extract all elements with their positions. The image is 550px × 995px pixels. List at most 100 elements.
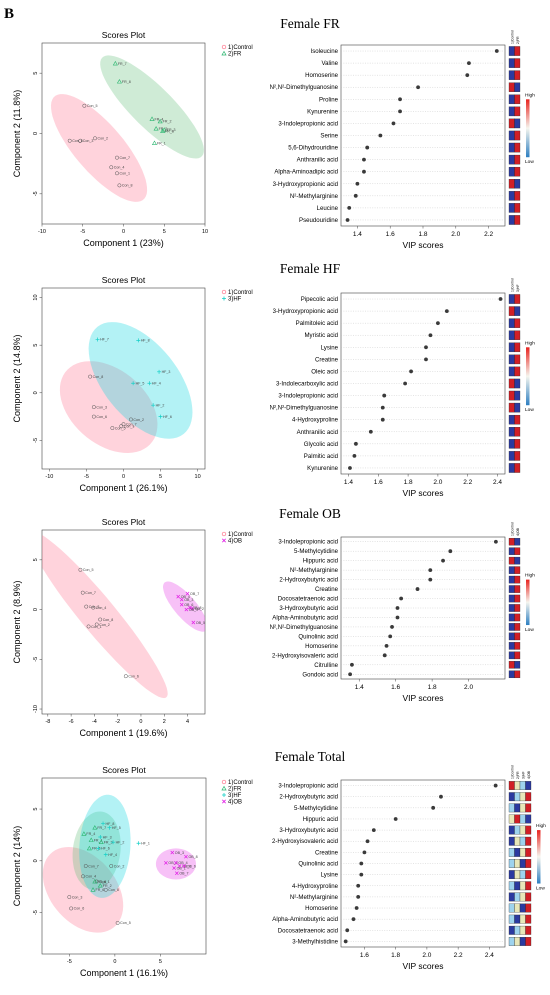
- vip-point: [436, 321, 440, 326]
- scores-point: [88, 374, 93, 379]
- heatmap-cell: [514, 661, 521, 669]
- x-tick-label: 5: [159, 959, 162, 965]
- scores-point-label: FR_3: [104, 840, 113, 844]
- x-axis-label: Component 1 (26.1%): [79, 483, 167, 493]
- scores-point: [123, 674, 128, 679]
- vip-feature-label: 3-Indolepropionic acid: [278, 120, 338, 127]
- heatmap-cell: [508, 451, 515, 461]
- vip-feature-label: 3-Hydroxypropionic acid: [273, 308, 338, 315]
- heatmap-cell: [514, 463, 521, 473]
- heatmap-cell: [525, 892, 532, 902]
- scores-point: [151, 140, 157, 145]
- heatmap-cell: [519, 925, 526, 935]
- vip-feature-label: Oleic acid: [311, 368, 338, 375]
- vip-x-axis-label: VIP scores: [403, 240, 444, 250]
- scores-point: [131, 381, 136, 386]
- heatmap-cell: [514, 881, 521, 891]
- vip-point: [388, 634, 393, 639]
- heatmap-cell: [508, 604, 515, 612]
- scores-plot-title: Scores Plot: [102, 30, 146, 40]
- scores-point-label: FR_1: [94, 838, 103, 842]
- scores-point-label: FR_2: [103, 884, 112, 888]
- scores-point-label: OB_7: [179, 872, 188, 876]
- scores-point-label: Con_6: [128, 675, 139, 679]
- heatmap-cell: [514, 366, 521, 377]
- vip-feature-label: 4-Hydroxyproline: [292, 883, 339, 890]
- scores-point-label: FR_7: [97, 826, 106, 830]
- vip-feature-label: Isoleucine: [311, 48, 339, 55]
- vip-x-tick-label: 2.0: [422, 952, 431, 959]
- vip-point: [356, 883, 361, 888]
- scores-point: [101, 821, 106, 826]
- scores-point-label: Con_1: [91, 625, 102, 629]
- heatmap-cell: [508, 661, 515, 669]
- heatmap-cell: [514, 914, 521, 924]
- heatmap-cell: [508, 632, 515, 641]
- y-tick-label: 5: [33, 808, 39, 811]
- scores-point-label: HF_2: [116, 840, 125, 844]
- vip-point: [382, 393, 387, 398]
- heatmap-cell: [519, 870, 526, 880]
- scores-point: [184, 607, 189, 612]
- scores-point-label: OB_6: [184, 603, 193, 607]
- heatmap-cell: [514, 306, 521, 316]
- heatmap-cell: [514, 585, 521, 593]
- scores-point: [98, 835, 103, 840]
- vip-x-axis-label: VIP scores: [403, 693, 444, 703]
- scores-point: [119, 424, 124, 429]
- vip-feature-label: Creatine: [315, 586, 339, 593]
- vip-point: [398, 97, 402, 102]
- vip-x-tick-label: 1.6: [391, 684, 400, 691]
- scores-point: [136, 841, 141, 846]
- confidence-ellipse: [88, 322, 193, 439]
- scores-point-label: OB_6: [187, 864, 196, 868]
- heatmap-cell: [514, 118, 521, 129]
- heatmap-cell: [514, 354, 521, 365]
- heatmap-column-label: 2)FR: [516, 771, 520, 779]
- heatmap-cell: [508, 792, 515, 802]
- heatmap-cell: [508, 903, 515, 913]
- heatmap-column-label: 4)OB: [516, 527, 520, 536]
- heatmap-cell: [514, 414, 521, 425]
- scores-point: [117, 183, 122, 188]
- scores-point: [83, 864, 88, 868]
- vip-point: [494, 49, 499, 53]
- heatmap-cell: [514, 166, 521, 177]
- y-tick-label: 5: [33, 558, 39, 561]
- scores-plot-title: Scores Plot: [102, 517, 146, 527]
- vip-feature-label: Valine: [322, 60, 339, 67]
- vip-feature-label: N²,N²-Dimethylguanosine: [270, 624, 339, 631]
- scores-point-label: Con_5: [120, 921, 131, 925]
- heatmap-cell: [514, 142, 521, 153]
- y-axis-label: Component 2 (14%): [12, 826, 22, 907]
- scores-point-label: FR_8: [122, 80, 131, 84]
- scores-point-label: FR_4: [155, 117, 164, 121]
- vip-point: [398, 109, 402, 114]
- vip-feature-label: 3-Hydroxybutyric acid: [279, 605, 338, 612]
- heatmap-cell: [508, 566, 515, 574]
- section-title: Female FR: [280, 16, 340, 31]
- confidence-ellipse: [72, 811, 121, 890]
- scores-point-label: HF_5: [136, 382, 145, 386]
- scores-point: [90, 887, 96, 892]
- heatmap-cell: [514, 294, 521, 304]
- heatmap-cell: [508, 556, 515, 565]
- heatmap-cell: [508, 82, 515, 92]
- heatmap-cell: [525, 792, 532, 802]
- scores-point-label: Con_3: [96, 405, 107, 409]
- heatmap-cell: [525, 814, 532, 824]
- scores-point: [182, 864, 186, 868]
- vip-x-tick-label: 2.0: [451, 231, 460, 238]
- vip-feature-label: 2-Hydroxybutyric acid: [279, 577, 338, 584]
- scores-point: [81, 874, 85, 879]
- x-tick-label: -5: [67, 959, 72, 965]
- x-tick-label: -5: [84, 474, 89, 480]
- heatmap-cell: [508, 439, 515, 449]
- heatmap-cell: [514, 215, 521, 225]
- vip-point: [390, 625, 394, 629]
- heatmap-cell: [519, 781, 526, 790]
- vip-feature-label: 2-Hydroxybutyric acid: [279, 794, 338, 801]
- scores-point-label: FR_1: [157, 141, 166, 145]
